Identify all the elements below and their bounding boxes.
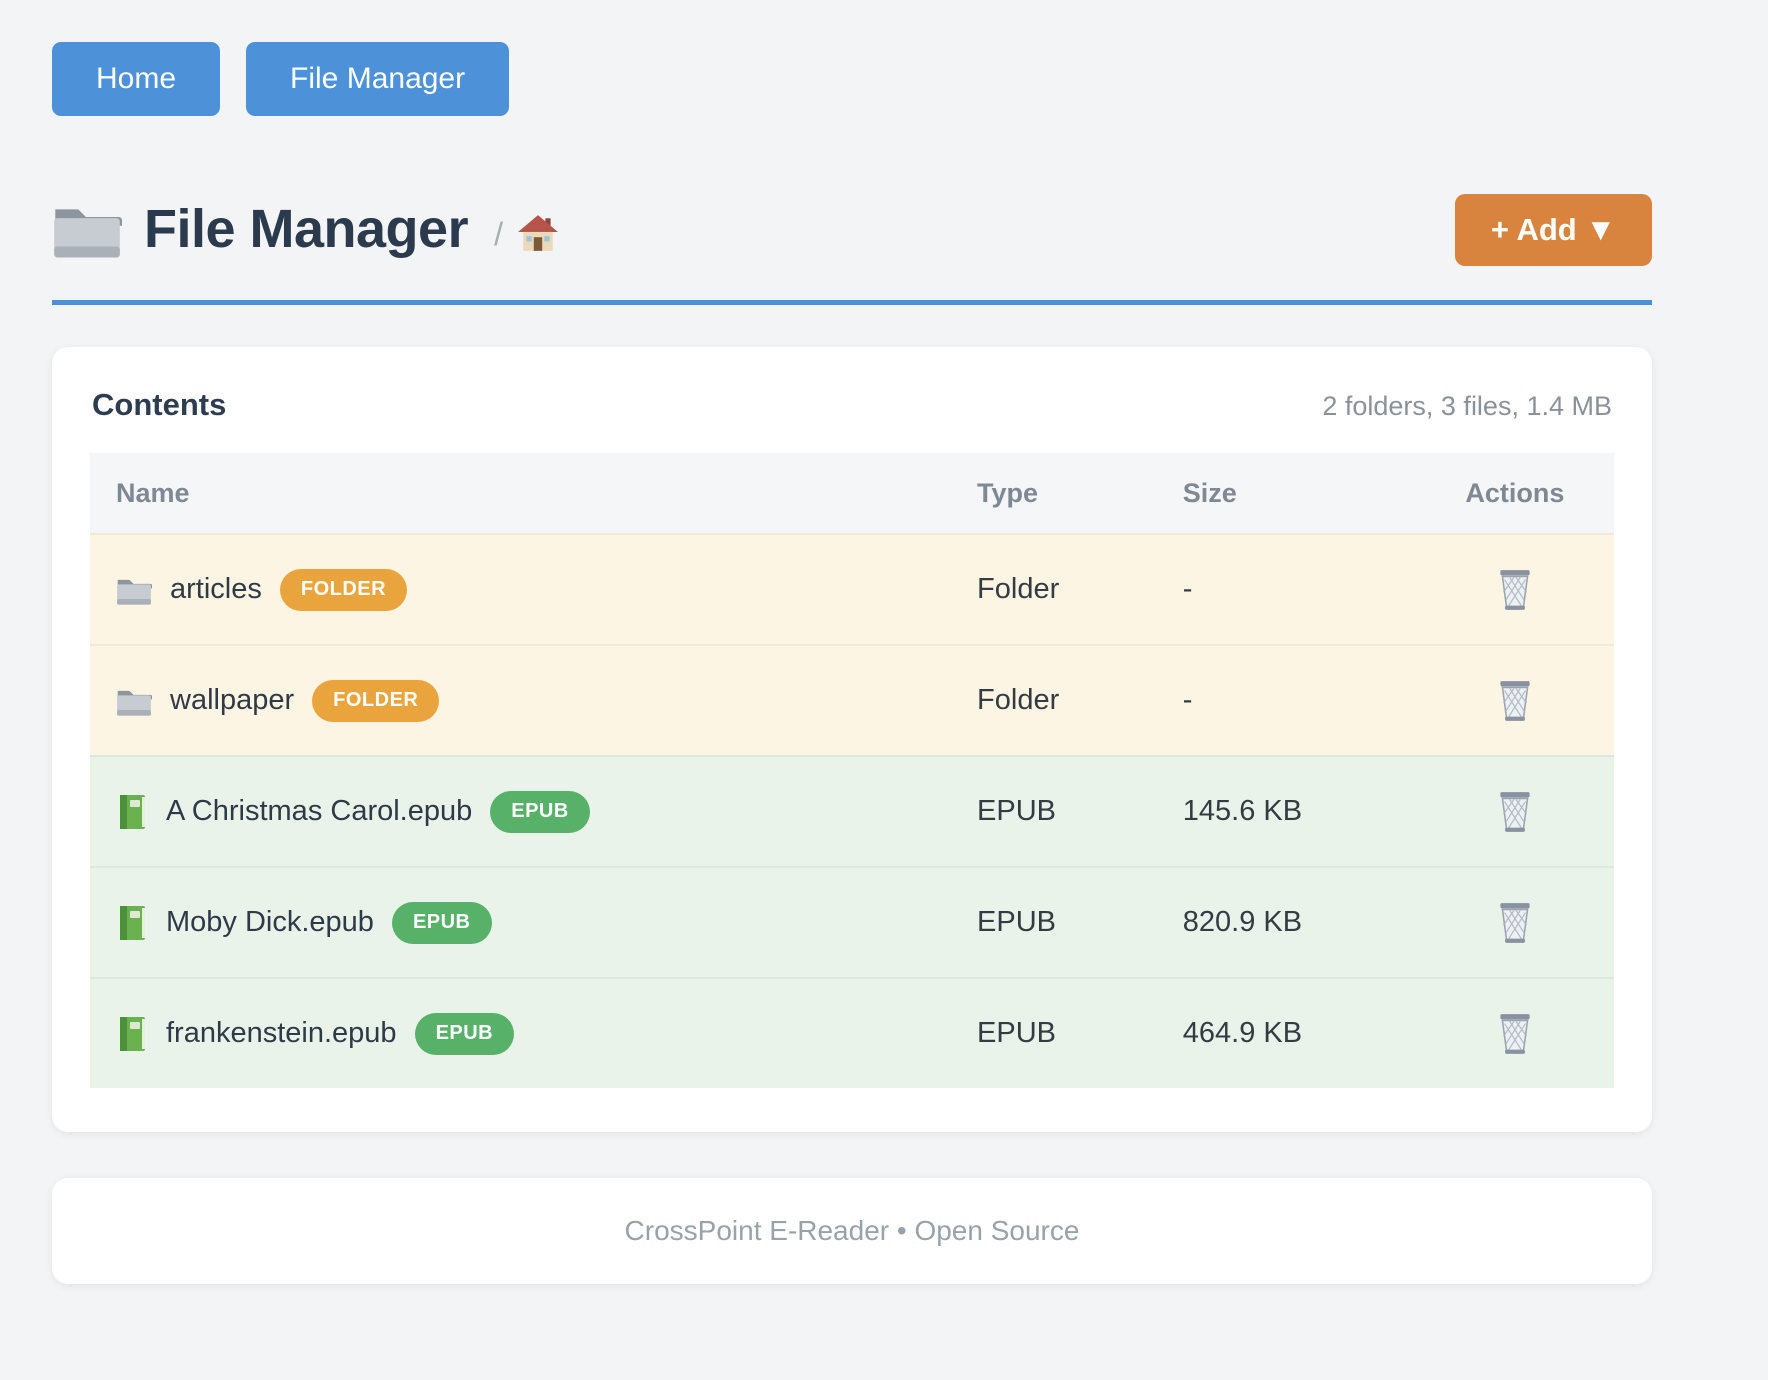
file-name[interactable]: frankenstein.epub: [166, 1017, 397, 1049]
file-type: EPUB: [977, 906, 1057, 938]
type-badge: EPUB: [391, 901, 492, 944]
table-row-moby-dick[interactable]: Moby Dick.epub EPUB EPUB 820.9 KB: [90, 866, 1614, 977]
table-row-articles[interactable]: articles FOLDER Folder -: [90, 533, 1614, 644]
type-badge: FOLDER: [312, 679, 440, 722]
type-badge: EPUB: [414, 1012, 515, 1055]
contents-table: Name Type Size Actions: [90, 453, 1614, 1088]
add-button[interactable]: + Add ▼: [1454, 194, 1652, 266]
contents-summary: 2 folders, 3 files, 1.4 MB: [1322, 391, 1612, 421]
top-nav: Home File Manager: [52, 0, 1652, 116]
table-header-row: Name Type Size Actions: [90, 453, 1614, 533]
home-icon[interactable]: [517, 212, 559, 254]
column-header-actions: Actions: [1465, 477, 1565, 508]
file-type: EPUB: [977, 1017, 1057, 1049]
contents-card: Contents 2 folders, 3 files, 1.4 MB Name…: [52, 347, 1652, 1132]
trash-icon: [1494, 902, 1536, 949]
header-divider: [52, 300, 1652, 305]
footer-card: CrossPoint E-Reader • Open Source: [52, 1178, 1652, 1284]
table-row-christmas-carol[interactable]: A Christmas Carol.epub EPUB EPUB 145.6 K…: [90, 755, 1614, 866]
type-badge: EPUB: [490, 790, 590, 833]
file-size: 464.9 KB: [1182, 1017, 1303, 1049]
file-name[interactable]: A Christmas Carol.epub: [166, 795, 473, 827]
file-size: -: [1182, 573, 1193, 605]
column-header-type: Type: [977, 477, 1039, 508]
type-badge: FOLDER: [279, 568, 408, 611]
file-manager-button[interactable]: File Manager: [246, 42, 510, 116]
file-size: 145.6 KB: [1182, 795, 1303, 827]
file-size: 820.9 KB: [1182, 906, 1303, 938]
folder-icon: [116, 574, 152, 606]
trash-icon: [1494, 1013, 1536, 1060]
green-book-icon: [116, 794, 148, 830]
delete-button[interactable]: [1494, 567, 1536, 613]
file-name[interactable]: articles: [170, 573, 262, 605]
file-size: -: [1182, 684, 1193, 716]
breadcrumb-separator: /: [494, 215, 503, 252]
file-name[interactable]: Moby Dick.epub: [166, 906, 374, 938]
contents-heading: Contents: [92, 387, 227, 422]
trash-icon: [1494, 680, 1536, 727]
green-book-icon: [116, 905, 148, 941]
folder-icon: [116, 685, 152, 717]
trash-icon: [1494, 791, 1536, 838]
delete-button[interactable]: [1494, 1011, 1536, 1057]
table-row-wallpaper[interactable]: wallpaper FOLDER Folder -: [90, 644, 1614, 755]
page-header: File Manager / + Add ▼: [52, 194, 1652, 266]
table-row-frankenstein[interactable]: frankenstein.epub EPUB EPUB 464.9 KB: [90, 977, 1614, 1088]
trash-icon: [1494, 569, 1536, 616]
home-button[interactable]: Home: [52, 42, 221, 116]
column-header-size: Size: [1182, 477, 1237, 508]
column-header-name: Name: [116, 477, 190, 508]
footer-text: CrossPoint E-Reader • Open Source: [624, 1215, 1080, 1246]
delete-button[interactable]: [1494, 789, 1536, 835]
folder-icon: [52, 198, 122, 260]
page-title: File Manager: [144, 199, 469, 259]
file-type: Folder: [977, 573, 1060, 605]
delete-button[interactable]: [1494, 900, 1536, 946]
file-name[interactable]: wallpaper: [170, 684, 295, 716]
file-type: EPUB: [977, 795, 1057, 827]
green-book-icon: [116, 1016, 148, 1052]
file-type: Folder: [977, 684, 1060, 716]
delete-button[interactable]: [1494, 678, 1536, 724]
